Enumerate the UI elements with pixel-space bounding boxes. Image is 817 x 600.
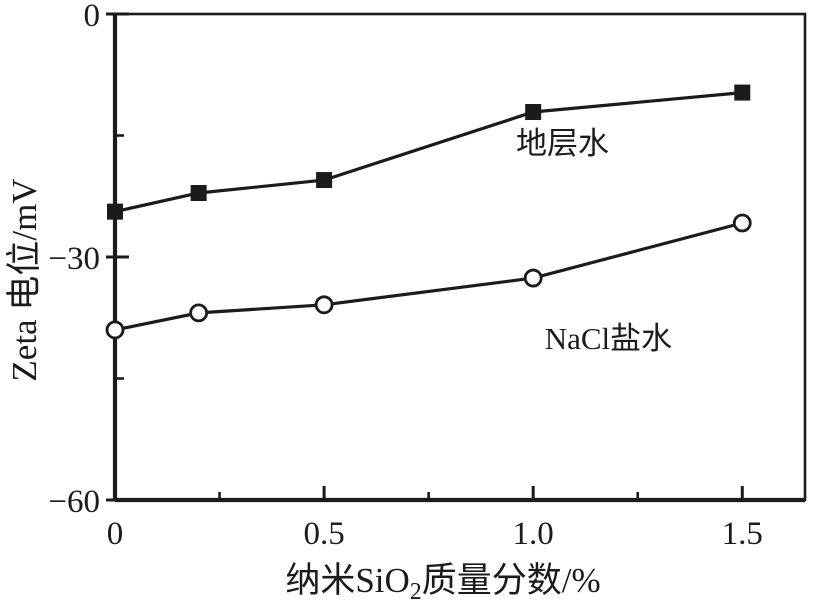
marker-circle-nacl-brine bbox=[523, 268, 543, 288]
series-line-formation-water bbox=[114, 91, 743, 214]
marker-circle-nacl-brine bbox=[732, 213, 752, 233]
series-line-nacl-brine bbox=[114, 221, 743, 332]
series-label-nacl-brine: NaCl盐水 bbox=[545, 321, 672, 356]
marker-circle-nacl-brine bbox=[189, 303, 209, 323]
x-tick-label-1: 0.5 bbox=[303, 516, 344, 552]
plot-area bbox=[112, 12, 807, 503]
x-tick-label-2: 1.0 bbox=[513, 516, 554, 552]
series-label-formation-water: 地层水 bbox=[516, 126, 609, 161]
y-tick-label-0: 0 bbox=[84, 0, 101, 34]
axis-ticks bbox=[106, 12, 744, 502]
marker-square-formation-water bbox=[525, 104, 542, 121]
x-tick-label-3: 1.5 bbox=[722, 516, 763, 552]
y-tick-label-1: −30 bbox=[48, 241, 100, 277]
marker-circle-nacl-brine bbox=[314, 295, 334, 315]
marker-square-formation-water bbox=[734, 84, 751, 101]
y-axis-title: Zeta 电位/mV bbox=[5, 178, 44, 381]
marker-square-formation-water bbox=[107, 203, 123, 220]
marker-square-formation-water bbox=[316, 172, 333, 189]
data-series bbox=[105, 84, 752, 340]
x-tick-label-0: 0 bbox=[107, 516, 124, 552]
axis-text: Zeta 电位/mV 纳米SiO2质量分数/% 0 0.5 1.0 1.5 0 −30 −6… bbox=[5, 0, 763, 600]
x-axis-title: 纳米SiO2质量分数/% bbox=[285, 561, 600, 600]
marker-circle-nacl-brine bbox=[105, 320, 125, 340]
plot-frame bbox=[113, 12, 807, 502]
marker-square-formation-water bbox=[190, 185, 207, 202]
y-tick-label-2: −60 bbox=[48, 484, 100, 520]
